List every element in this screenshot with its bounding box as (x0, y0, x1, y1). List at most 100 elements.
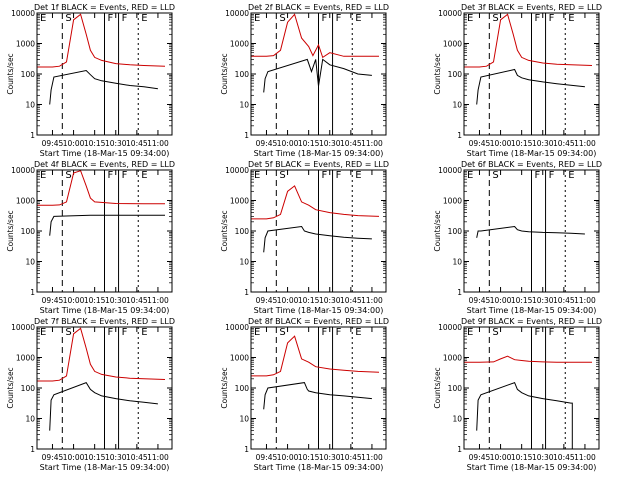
chart-panel: Det 8f BLACK = Events, RED = LLD 1 10 100 10… (220, 317, 389, 472)
marker-label: F (108, 170, 114, 181)
x-tick-label: 09:45 (42, 296, 64, 305)
x-tick-label: 10:15 (511, 139, 533, 148)
x-tick-label: 11:00 (574, 453, 596, 462)
y-tick-label: 1 (457, 445, 462, 454)
x-tick-label: 10:30 (319, 296, 341, 305)
lld-series-line (37, 327, 166, 382)
x-tick-label: 09:45 (469, 139, 491, 148)
events-series-line (49, 381, 158, 431)
y-axis-label: Counts/sec (6, 210, 15, 251)
x-tick-label: 11:00 (361, 296, 383, 305)
y-tick-label: 10000 (438, 323, 462, 332)
x-tick-label: 10:00 (490, 139, 512, 148)
marker-label: E (467, 13, 473, 24)
marker-label: F (549, 13, 555, 24)
y-tick-label: 100 (448, 227, 463, 236)
y-tick-label: 100 (235, 384, 250, 393)
x-tick-label: 09:45 (256, 139, 278, 148)
x-axis-label: Start Time (18-Mar-15 09:34:00) (40, 306, 170, 315)
marker-label: F (336, 327, 342, 338)
y-tick-label: 1000 (230, 197, 249, 206)
marker-label: E (568, 13, 574, 24)
marker-label: F (336, 13, 342, 24)
x-tick-label: 10:00 (277, 139, 299, 148)
marker-label: E (355, 13, 361, 24)
marker-label: E (40, 13, 46, 24)
marker-label: F (322, 170, 328, 181)
x-tick-label: 11:00 (147, 296, 169, 305)
marker-label: E (141, 13, 147, 24)
y-axis-label: Counts/sec (433, 367, 442, 408)
marker-label: F (108, 13, 114, 24)
marker-label: F (535, 170, 541, 181)
y-tick-label: 1000 (16, 354, 35, 363)
x-tick-label: 10:30 (319, 453, 341, 462)
y-tick-label: 1 (30, 445, 35, 454)
chart-panel: Det 7f BLACK = Events, RED = LLD 1 10 100 10… (6, 317, 175, 472)
y-tick-label: 10000 (11, 9, 35, 18)
y-tick-label: 10000 (11, 323, 35, 332)
plot-frame (250, 12, 387, 136)
lld-series-line (37, 170, 165, 206)
y-tick-label: 100 (21, 384, 36, 393)
marker-label: S (492, 13, 498, 24)
x-tick-label: 10:00 (63, 453, 85, 462)
x-tick-label: 10:15 (84, 139, 106, 148)
events-series-line (49, 214, 165, 236)
y-tick-label: 100 (235, 227, 250, 236)
plot-frame (463, 326, 600, 450)
y-tick-label: 10000 (438, 166, 462, 175)
y-tick-label: 100 (21, 70, 36, 79)
x-tick-label: 09:45 (469, 296, 491, 305)
x-tick-label: 10:00 (490, 453, 512, 462)
marker-label: E (40, 170, 46, 181)
marker-label: S (65, 13, 71, 24)
plot-frame (36, 326, 173, 450)
y-tick-label: 100 (235, 70, 250, 79)
plot-frame (250, 326, 387, 450)
events-series-line (263, 382, 372, 410)
y-tick-label: 10 (452, 101, 462, 110)
x-tick-label: 10:45 (126, 296, 148, 305)
chart-title: Det 1f BLACK = Events, RED = LLD (34, 3, 175, 12)
plot-frame (463, 169, 600, 293)
events-series-line (263, 225, 372, 253)
events-series-line (49, 69, 158, 105)
marker-label: F (322, 13, 328, 24)
x-tick-label: 10:15 (511, 296, 533, 305)
x-tick-label: 11:00 (361, 453, 383, 462)
x-tick-label: 10:15 (298, 296, 320, 305)
chart-title: Det 9f BLACK = Events, RED = LLD (461, 317, 602, 326)
x-tick-label: 10:45 (340, 139, 362, 148)
chart-panel: Det 5f BLACK = Events, RED = LLD 1 10 100 10… (220, 160, 389, 315)
x-tick-label: 10:45 (340, 296, 362, 305)
y-tick-label: 1000 (16, 40, 35, 49)
x-tick-label: 10:30 (532, 139, 554, 148)
x-tick-label: 10:15 (298, 453, 320, 462)
x-tick-label: 10:45 (126, 139, 148, 148)
marker-label: E (568, 170, 574, 181)
x-tick-label: 11:00 (147, 139, 169, 148)
plot-frame (36, 169, 173, 293)
x-tick-label: 09:45 (469, 453, 491, 462)
marker-label: E (141, 327, 147, 338)
chart-panel: Det 1f BLACK = Events, RED = LLD 1 10 100 10… (6, 3, 175, 158)
y-tick-label: 100 (448, 384, 463, 393)
y-tick-label: 1000 (230, 40, 249, 49)
marker-label: E (141, 170, 147, 181)
x-tick-label: 10:45 (340, 453, 362, 462)
chart-panel: Det 2f BLACK = Events, RED = LLD 1 10 100 10… (220, 3, 389, 158)
marker-label: F (336, 170, 342, 181)
marker-label: E (467, 327, 473, 338)
y-tick-label: 10 (25, 101, 35, 110)
events-series-line (476, 68, 585, 105)
chart-title: Det 8f BLACK = Events, RED = LLD (248, 317, 389, 326)
marker-label: E (40, 327, 46, 338)
marker-label: F (122, 13, 128, 24)
marker-label: S (65, 170, 71, 181)
x-tick-label: 10:00 (277, 296, 299, 305)
marker-label: F (535, 327, 541, 338)
x-tick-label: 10:45 (553, 296, 575, 305)
y-tick-label: 10 (452, 258, 462, 267)
